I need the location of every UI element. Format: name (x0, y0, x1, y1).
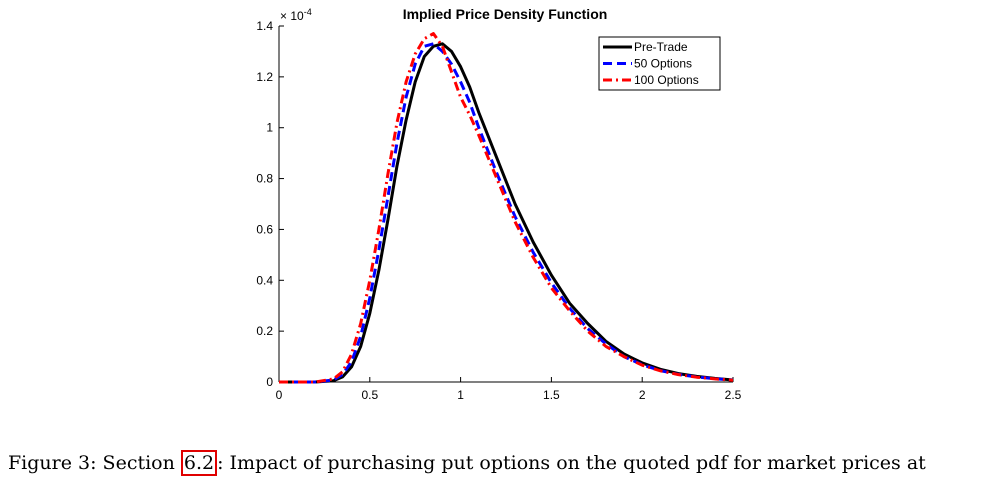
x-tick-label: 0 (276, 388, 283, 402)
y-tick-label: 0 (266, 375, 273, 389)
legend-label: 100 Options (634, 73, 699, 87)
chart-title: Implied Price Density Function (403, 6, 608, 22)
legend-label: Pre-Trade (634, 40, 688, 54)
y-tick-label: 0.2 (256, 324, 273, 338)
series-line-100-options (279, 32, 734, 384)
y-exponent-base: × 10 (280, 9, 304, 23)
x-tick-label: 2 (639, 388, 646, 402)
section-ref-link[interactable]: 6.2 (180, 450, 218, 476)
figure-caption: Figure 3: Section 6.2: Impact of purchas… (8, 450, 988, 476)
legend-label: 50 Options (634, 57, 692, 71)
series-lines (279, 32, 734, 384)
y-exponent-power: -4 (304, 7, 312, 17)
axes: 0 0.5 1 1.5 2 2.5 0 0.2 0.4 0.6 0.8 1 1.2 1.4 (256, 19, 741, 402)
x-tick-label: 1.5 (543, 388, 560, 402)
series-line-50-options (279, 42, 734, 384)
caption-suffix: : Impact of purchasing put options on th… (217, 452, 926, 474)
y-tick-label: 1 (266, 121, 273, 135)
caption-prefix: Figure 3: Section (8, 452, 181, 474)
x-tick-label: 2.5 (725, 388, 742, 402)
y-tick-label: 0.8 (256, 172, 273, 186)
y-tick-label: 1.4 (256, 19, 273, 33)
x-tick-label: 1 (457, 388, 464, 402)
y-tick-label: 0.6 (256, 222, 273, 236)
y-exponent-label: × 10-4 (280, 7, 312, 23)
series-line-pre-trade (279, 42, 734, 384)
y-tick-label: 1.2 (256, 70, 273, 84)
x-tick-label: 0.5 (361, 388, 378, 402)
y-tick-label: 0.4 (256, 273, 273, 287)
legend: Pre-Trade 50 Options 100 Options (598, 36, 721, 91)
